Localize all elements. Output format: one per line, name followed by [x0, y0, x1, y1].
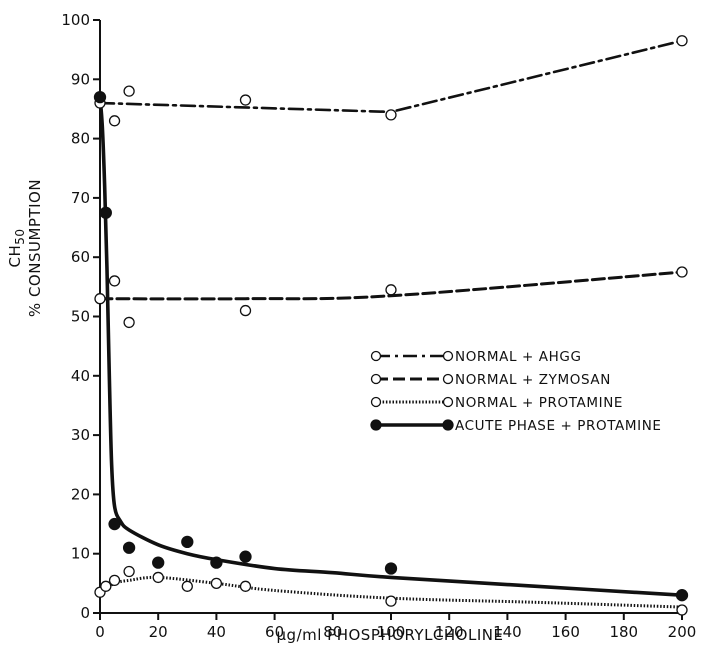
data-point-series-0	[239, 94, 252, 106]
legend-marker	[370, 419, 382, 431]
data-point-series-1	[385, 284, 397, 296]
y-tick-label: 80	[71, 130, 90, 148]
legend-marker	[370, 350, 382, 362]
y-axis-label-consumption: % CONSUMPTION	[26, 179, 44, 317]
data-point-series-2	[239, 580, 252, 592]
y-tick-label: 50	[71, 308, 90, 326]
legend-marker	[442, 373, 454, 385]
data-point-series-0	[676, 35, 688, 47]
data-point-series-3	[384, 562, 398, 575]
y-tick-label: 10	[71, 545, 90, 563]
data-point-series-2	[152, 571, 164, 584]
data-point-series-3	[210, 556, 223, 569]
y-tick-label: 70	[71, 189, 90, 207]
x-tick-label: 80	[323, 623, 342, 641]
axes	[99, 20, 682, 614]
x-tick-label: 140	[493, 623, 522, 641]
legend-label: NORMAL + PROTAMINE	[455, 395, 623, 411]
legend-marker	[442, 419, 454, 431]
series-curves	[98, 39, 684, 609]
series-line-1	[98, 270, 684, 301]
legend-label: NORMAL + AHGG	[455, 349, 582, 365]
data-point-series-0	[123, 85, 135, 97]
svg-text:CH50: CH50	[6, 228, 27, 267]
data-point-series-2	[385, 595, 397, 607]
legend-marker	[442, 396, 454, 408]
data-point-series-1	[123, 316, 135, 329]
data-point-series-2	[676, 604, 688, 616]
data-point-series-3	[93, 90, 107, 104]
data-point-series-2	[108, 574, 121, 587]
legend: NORMAL + AHGG NORMAL + ZYMOSAN NORMAL + PR…	[370, 349, 662, 434]
y-tick-label: 90	[71, 70, 90, 88]
y-axis-label: CH50 % CONSUMPTION	[6, 179, 44, 317]
data-point-series-1	[239, 304, 252, 317]
data-point-series-3	[108, 517, 121, 531]
ticks: 0 10 20 30 40 50 60 70 80 90 100 0 20 40 60 80 100 120 140…	[61, 11, 696, 641]
legend-marker	[370, 396, 382, 408]
data-point-series-3	[239, 550, 252, 563]
data-point-series-3	[99, 206, 112, 219]
x-tick-label: 40	[207, 623, 226, 641]
x-tick-label: 20	[149, 623, 168, 641]
data-point-series-3	[152, 556, 165, 569]
y-tick-label: 30	[71, 426, 90, 444]
y-axis-label-subscript: 50	[13, 228, 27, 244]
x-tick-label: 0	[95, 623, 105, 641]
legend-label: NORMAL + ZYMOSAN	[455, 372, 611, 388]
data-point-series-1	[676, 266, 688, 278]
data-point-series-3	[181, 535, 194, 548]
data-point-series-3	[122, 541, 136, 554]
y-tick-label: 20	[71, 485, 90, 503]
y-tick-label: 100	[61, 11, 90, 29]
y-tick-label: 40	[71, 367, 90, 385]
y-axis-label-ch: CH	[6, 245, 24, 268]
x-axis-label: μg/ml PHOSPHORYLCHOLINE	[277, 626, 504, 644]
x-tick-label: 60	[265, 623, 284, 641]
series-line-2	[99, 575, 683, 609]
data-points	[93, 35, 689, 616]
data-point-series-0	[385, 109, 397, 121]
x-tick-label: 120	[435, 623, 464, 641]
legend-marker	[442, 350, 454, 362]
series-line-0	[98, 39, 684, 114]
data-point-series-2	[210, 577, 223, 589]
x-tick-label: 180	[609, 623, 638, 641]
data-point-series-3	[675, 589, 689, 602]
x-tick-label: 160	[551, 623, 580, 641]
legend-marker	[370, 373, 382, 385]
data-point-series-1	[108, 275, 121, 287]
legend-label: ACUTE PHASE + PROTAMINE	[455, 418, 662, 434]
data-point-series-2	[123, 565, 135, 578]
x-tick-label: 200	[668, 623, 697, 641]
data-point-series-0	[108, 115, 121, 127]
y-tick-label: 60	[71, 248, 90, 266]
data-point-series-2	[100, 580, 112, 592]
x-tick-label: 100	[377, 623, 406, 641]
data-point-series-2	[181, 580, 193, 592]
series-line-3	[98, 95, 684, 598]
y-tick-label: 0	[80, 604, 90, 622]
data-point-series-1	[94, 293, 106, 305]
